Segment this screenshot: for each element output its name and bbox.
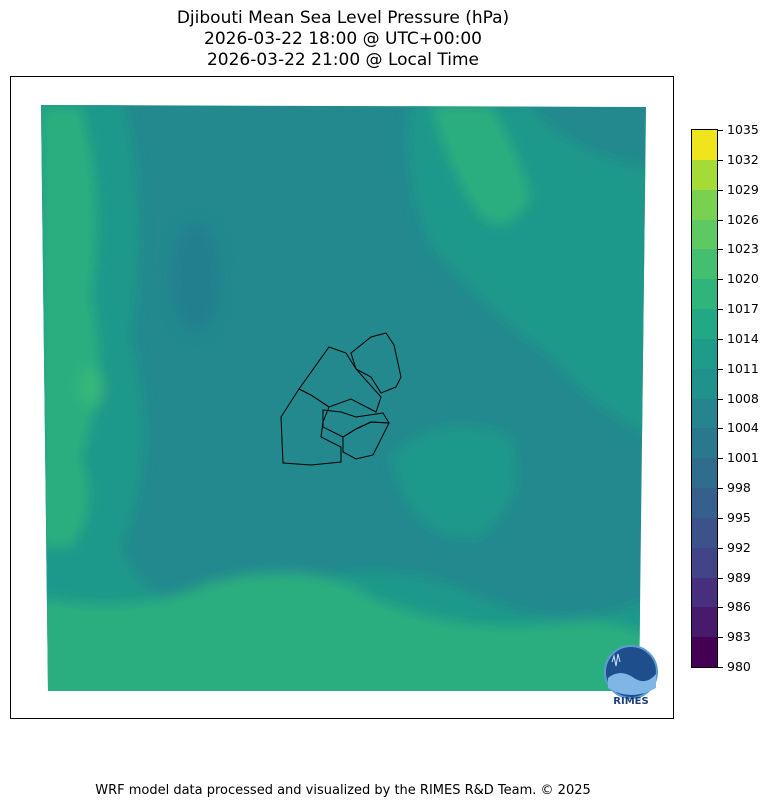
colorbar-segment (692, 487, 717, 518)
colorbar-tick-label: 995 (727, 509, 751, 525)
colorbar-tick-label: 980 (727, 659, 751, 674)
colorbar-segment (692, 577, 717, 608)
field-west-spot (79, 365, 103, 409)
colorbar-tick (718, 189, 723, 191)
rimes-logo: RIMES (604, 645, 658, 706)
colorbar-segment (692, 398, 717, 429)
title-line-3: 2026-03-22 21:00 @ Local Time (206, 50, 480, 70)
colorbar-segment (692, 278, 717, 309)
colorbar-tick-label: 983 (727, 629, 751, 645)
footer-credit: WRF model data processed and visualized … (95, 783, 591, 798)
colorbar-segment (692, 159, 717, 190)
colorbar-tick-label: 989 (727, 569, 751, 585)
colorbar-tick (718, 458, 723, 460)
colorbar-tick-label: 1026 (727, 211, 759, 227)
chart-title: Djibouti Mean Sea Level Pressure (hPa) 2… (0, 8, 686, 71)
colorbar-tick (718, 249, 723, 251)
colorbar-tick (718, 637, 723, 639)
svg-text:RIMES: RIMES (613, 696, 648, 706)
colorbar-tick-label: 1004 (727, 420, 759, 436)
colorbar (691, 129, 718, 668)
colorbar-tick (718, 667, 723, 668)
boundary-west-region (280, 388, 342, 466)
colorbar-tick-label: 1032 (727, 151, 759, 167)
colorbar-segment (692, 517, 717, 548)
field-north-low (171, 222, 221, 332)
colorbar-tick (718, 338, 723, 340)
colorbar-tick (718, 488, 723, 489)
colorbar-tick (718, 368, 723, 370)
field-west-high (41, 107, 99, 547)
colorbar-tick-label: 1001 (727, 450, 759, 466)
colorbar-tick-label: 1017 (727, 301, 759, 316)
colorbar-segment (692, 547, 717, 578)
colorbar-segment (692, 219, 717, 250)
colorbar-segment (692, 457, 717, 488)
colorbar-tick (718, 159, 723, 161)
colorbar-tick (718, 130, 723, 131)
map-frame (10, 76, 674, 719)
colorbar-tick-label: 992 (727, 539, 751, 555)
colorbar-tick (718, 517, 723, 519)
colorbar-tick-label: 1008 (727, 390, 759, 406)
colorbar-tick-label: 1011 (727, 360, 759, 376)
field-northeast-high (431, 105, 531, 224)
colorbar-tick (718, 607, 723, 609)
colorbar-tick (718, 279, 723, 281)
colorbar-segment (692, 606, 717, 638)
boundary-south-region (342, 421, 390, 460)
colorbar-tick (718, 219, 723, 221)
field-east (391, 425, 517, 538)
colorbar-tick-label: 1014 (727, 330, 759, 346)
colorbar-tick (718, 428, 723, 430)
title-line-2: 2026-03-22 18:00 @ UTC+00:00 (204, 29, 482, 49)
colorbar-tick (718, 547, 723, 549)
colorbar-tick-label: 998 (727, 480, 751, 495)
colorbar-tick-label: 1029 (727, 181, 759, 197)
colorbar-segment (692, 308, 717, 339)
pressure-map (41, 105, 646, 691)
colorbar-tick (718, 577, 723, 579)
colorbar-tick (718, 398, 723, 400)
title-line-1: Djibouti Mean Sea Level Pressure (hPa) (176, 8, 510, 28)
colorbar-segment (692, 368, 717, 399)
country-boundary (280, 332, 402, 466)
colorbar-tick-label: 1035 (727, 122, 759, 137)
colorbar-segment (692, 427, 717, 459)
colorbar-tick-label: 986 (727, 599, 751, 615)
colorbar-segment (692, 338, 717, 369)
colorbar-segment (692, 248, 717, 280)
colorbar-segment (692, 189, 717, 220)
boundary-obock-region (350, 332, 402, 394)
colorbar-segment (692, 129, 717, 160)
field-south-high (41, 572, 646, 691)
colorbar-tick (718, 309, 723, 310)
colorbar-tick-label: 1023 (727, 241, 759, 257)
colorbar-segment (692, 636, 717, 667)
colorbar-tick-label: 1020 (727, 271, 759, 287)
